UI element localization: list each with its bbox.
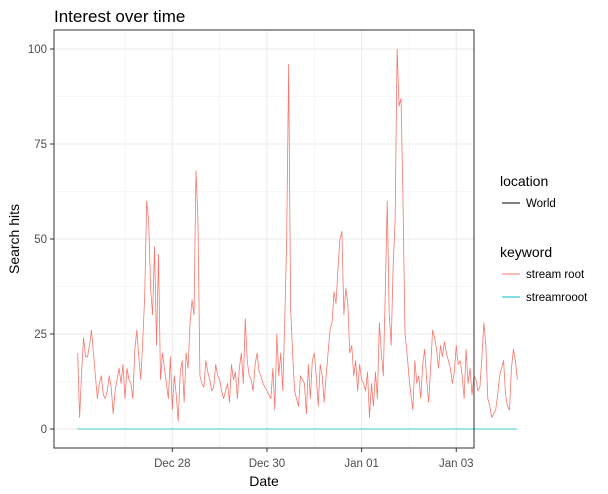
x-tick-label: Jan 01 (344, 458, 379, 470)
x-axis: Dec 28 Dec 30 Jan 01 Jan 03 (154, 448, 474, 470)
y-axis: 0 25 50 75 100 (28, 44, 54, 436)
y-tick-label: 75 (34, 139, 47, 151)
y-axis-title: Search hits (6, 204, 22, 274)
x-tick-label: Dec 30 (249, 458, 285, 470)
series-layer (77, 48, 518, 430)
legend-keyword: keyword stream root streamrooot (500, 244, 588, 304)
x-axis-title: Date (249, 473, 279, 489)
legend-label-stream-root: stream root (526, 269, 585, 281)
legend-label-streamrooot: streamrooot (526, 292, 588, 304)
y-tick-label: 100 (28, 44, 47, 56)
series-line-stream-root (77, 48, 518, 422)
legend-location-title: location (500, 173, 548, 189)
x-tick-label: Dec 28 (154, 458, 190, 470)
legend-label-world: World (526, 198, 556, 210)
legend-location: location World (500, 173, 556, 210)
y-tick-label: 50 (34, 234, 47, 246)
y-tick-label: 25 (34, 329, 47, 341)
y-tick-label: 0 (41, 424, 47, 436)
legend-keyword-title: keyword (500, 244, 552, 260)
x-tick-label: Jan 03 (439, 458, 474, 470)
chart-title: Interest over time (54, 7, 185, 26)
